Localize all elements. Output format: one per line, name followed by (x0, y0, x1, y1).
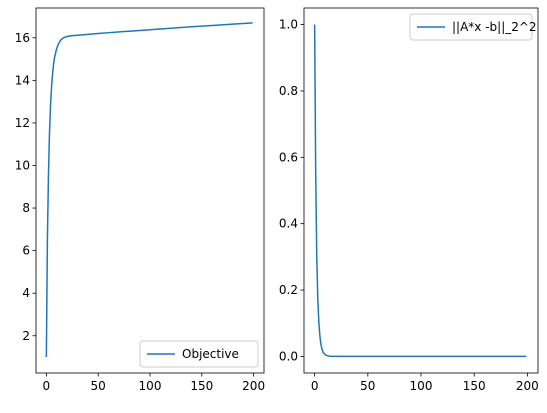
y-tick-label: 14 (15, 73, 30, 87)
x-tick-label: 200 (242, 379, 265, 393)
x-tick-label: 100 (139, 379, 162, 393)
y-tick-label: 2 (22, 329, 30, 343)
legend-label: Objective (182, 347, 239, 361)
y-tick-label: 0.6 (279, 150, 298, 164)
legend-frame (139, 340, 259, 368)
y-tick-label: 1.0 (279, 18, 298, 32)
y-tick-label: 4 (22, 286, 30, 300)
y-tick-label: 0.4 (279, 217, 298, 231)
legend-frame (409, 13, 533, 41)
x-tick-label: 0 (311, 379, 319, 393)
y-tick-label: 8 (22, 201, 30, 215)
legend: Objective (139, 340, 259, 368)
y-tick-label: 0.8 (279, 84, 298, 98)
y-tick-label: 10 (15, 158, 30, 172)
x-tick-label: 50 (91, 379, 106, 393)
legend: ||A*x -b||_2^2 (409, 13, 537, 41)
x-tick-label: 0 (43, 379, 51, 393)
y-tick-label: 0.0 (279, 349, 298, 363)
x-tick-label: 50 (360, 379, 375, 393)
legend-label: ||A*x -b||_2^2 (452, 20, 537, 34)
series-line-1-0 (313, 24, 527, 358)
y-tick-label: 6 (22, 244, 30, 258)
x-tick-label: 200 (516, 379, 539, 393)
y-tick-label: 16 (15, 31, 30, 45)
x-tick-label: 100 (410, 379, 433, 393)
y-tick-label: 12 (15, 116, 30, 130)
y-tick-label: 0.2 (279, 283, 298, 297)
x-tick-label: 150 (463, 379, 486, 393)
x-tick-label: 150 (190, 379, 213, 393)
residual-subplot: 0 50 100 150 200 0.0 0.2 0.4 0.6 0.8 1.0 ||A*x -b||… (279, 7, 539, 393)
series-line-0-0 (45, 22, 253, 358)
objective-subplot: 0 50 100 150 200 2 4 6 8 10 12 14 16 Objective (15, 7, 265, 393)
